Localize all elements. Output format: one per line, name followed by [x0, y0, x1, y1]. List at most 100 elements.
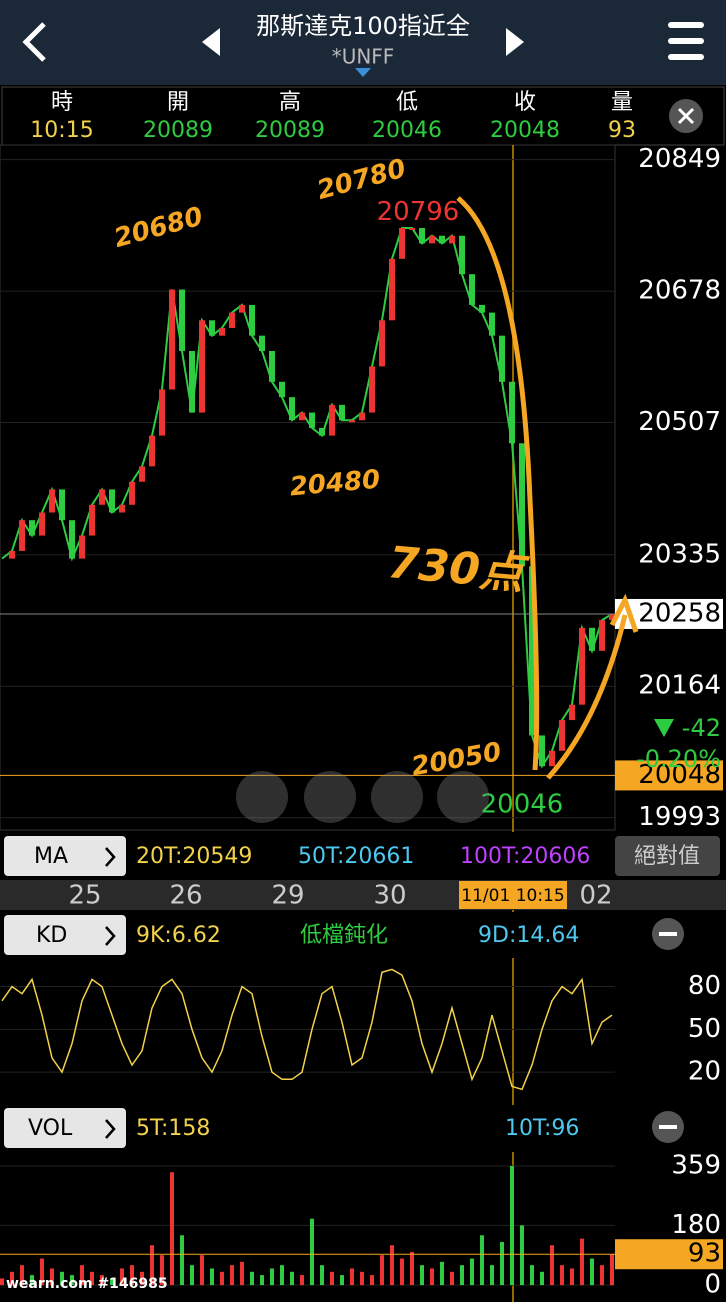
date-label: 25 — [68, 881, 101, 911]
ma-button[interactable] — [4, 836, 126, 876]
candle — [419, 228, 425, 244]
candle — [429, 235, 435, 244]
volume-bar — [260, 1275, 264, 1286]
candle — [29, 520, 35, 536]
kd-button[interactable] — [4, 915, 126, 955]
volume-bar — [440, 1261, 444, 1286]
dropdown[interactable] — [355, 68, 371, 77]
candle — [569, 704, 575, 721]
candle — [269, 351, 275, 382]
candle — [579, 627, 585, 705]
volume-bar — [50, 1268, 54, 1286]
y-tick-label: 50 — [688, 1014, 721, 1044]
candle — [399, 228, 405, 259]
back-button[interactable] — [22, 22, 46, 62]
volume-bar — [500, 1241, 504, 1286]
annotation: 730点 — [386, 537, 532, 600]
volume-bar — [70, 1275, 74, 1286]
candle — [479, 304, 485, 313]
volume-bar — [80, 1265, 84, 1286]
annotation-arrow — [456, 196, 639, 780]
volume-bar — [410, 1251, 414, 1286]
volume-bar — [570, 1268, 574, 1286]
volume-bar — [560, 1265, 564, 1286]
y-tick-label: 20849 — [638, 144, 721, 174]
volume-bar — [30, 1275, 34, 1286]
volume-bar — [120, 1268, 124, 1286]
quote-value: 10:15 — [30, 118, 93, 143]
kd-button-label: KD — [36, 923, 67, 948]
candle — [139, 466, 145, 482]
current-date-box — [459, 881, 567, 909]
prev-button[interactable] — [202, 28, 220, 56]
quote-value: 20046 — [372, 118, 442, 143]
volume-bar — [520, 1225, 524, 1286]
y-tick-label: 180 — [671, 1210, 721, 1240]
volume-bar — [320, 1265, 324, 1286]
candle — [239, 304, 245, 313]
volume-bar — [380, 1255, 384, 1286]
quote-label: 時 — [51, 90, 73, 115]
candle — [9, 550, 15, 559]
volume-bar — [280, 1265, 284, 1286]
low-label: 20046 — [481, 789, 564, 819]
ma50: 50T:20661 — [298, 844, 414, 869]
candle — [369, 366, 375, 413]
quote-value: 20089 — [255, 118, 325, 143]
vol-button[interactable] — [4, 1108, 126, 1148]
volume-bar — [200, 1255, 204, 1286]
quote-value: 20048 — [490, 118, 560, 143]
candle — [89, 504, 95, 536]
volume-bar — [100, 1275, 104, 1286]
zoom-out[interactable] — [371, 771, 423, 823]
y-tick-label: 20507 — [638, 407, 721, 437]
candle — [359, 412, 365, 421]
volume-bar — [390, 1245, 394, 1286]
volume-bar — [420, 1265, 424, 1286]
volume-bar — [160, 1255, 164, 1286]
watermark: wearn.com #146985 — [6, 1276, 168, 1292]
candle — [129, 481, 135, 505]
candle — [609, 613, 615, 621]
candle — [349, 420, 355, 423]
volume-bar — [550, 1245, 554, 1286]
volume-bar — [590, 1258, 594, 1286]
volume-bar — [540, 1271, 544, 1286]
candle — [469, 274, 475, 305]
date-label: 30 — [373, 881, 406, 911]
close-quote[interactable] — [669, 99, 703, 133]
candle — [319, 427, 325, 436]
candle — [249, 304, 255, 336]
change: -42 — [682, 714, 721, 742]
candle — [339, 404, 345, 421]
pan-right[interactable] — [437, 771, 489, 823]
volume-bar — [480, 1235, 484, 1286]
chevron — [105, 847, 116, 867]
zoom-in[interactable] — [304, 771, 356, 823]
candle — [449, 235, 455, 244]
volume-bar — [170, 1172, 174, 1286]
candle — [289, 397, 295, 421]
next-button[interactable] — [506, 28, 524, 56]
k-line — [1, 968, 613, 1091]
ma20: 20T:20549 — [136, 844, 252, 869]
y-tick-label: 20 — [688, 1057, 721, 1087]
volume-bar — [190, 1265, 194, 1286]
volume-bar — [60, 1271, 64, 1286]
mode-button[interactable] — [615, 836, 720, 876]
mode-label: 絕對值 — [634, 844, 700, 869]
pan-left[interactable] — [236, 771, 288, 823]
y-tick-label: 359 — [671, 1150, 721, 1180]
kd-collapse[interactable] — [652, 918, 684, 950]
volume-bar — [580, 1238, 584, 1286]
volume-bar — [0, 1278, 4, 1286]
volume-bar — [430, 1268, 434, 1286]
vol-collapse[interactable] — [652, 1111, 684, 1143]
menu-button[interactable] — [668, 22, 704, 60]
volume-bar — [270, 1268, 274, 1286]
y-tick-label: 19993 — [638, 802, 721, 832]
quote-label: 低 — [396, 90, 418, 115]
vol-ma10: 10T:96 — [505, 1116, 579, 1141]
candle — [259, 335, 265, 352]
quote-label: 收 — [514, 90, 536, 115]
